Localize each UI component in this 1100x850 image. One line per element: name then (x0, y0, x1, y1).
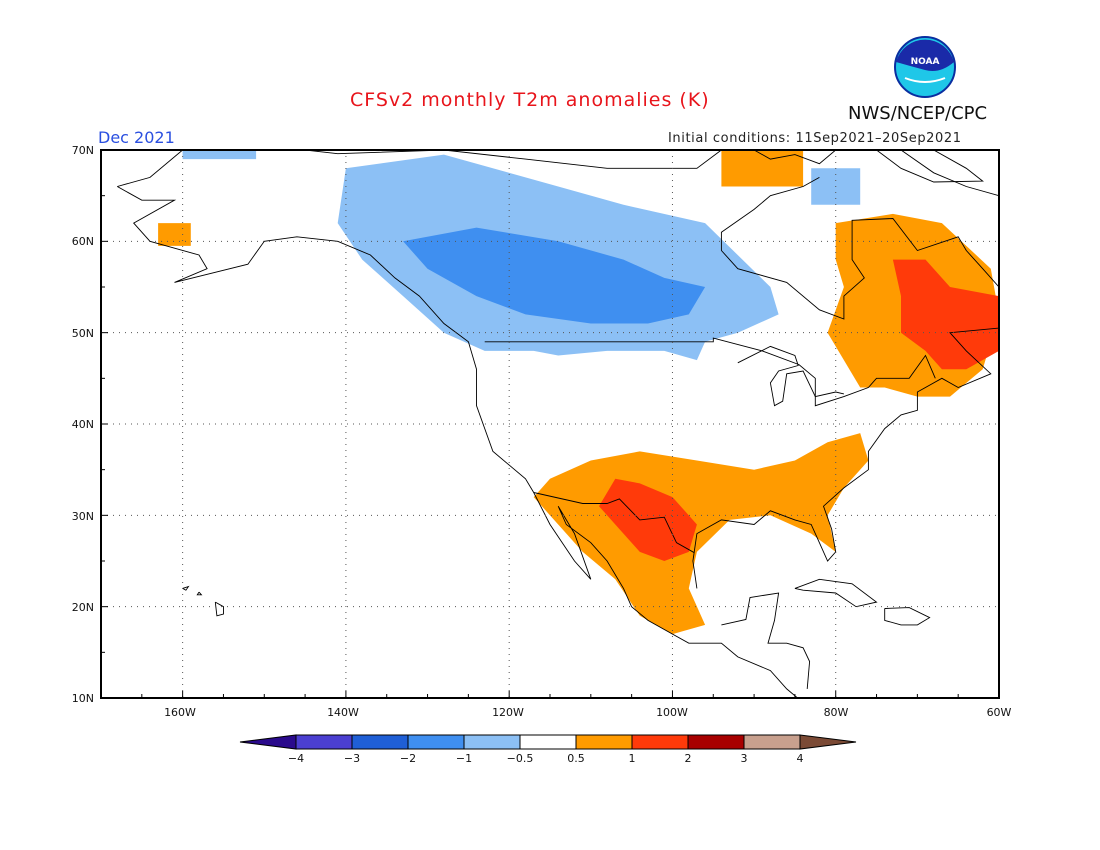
coastline-segment (692, 177, 999, 589)
coastline-segment (1007, 337, 1056, 360)
colorbar-label-3: −1 (455, 752, 473, 765)
anomaly-region-alaska-north-cold (182, 150, 257, 160)
anomaly-region-alaska-southwest-warm (158, 223, 191, 246)
lon-label-160w: 160W (164, 706, 196, 719)
lat-label-30n: 30N (71, 510, 94, 523)
coastline-segment (876, 150, 984, 183)
anomaly-region-quebec-labrador-warm-1to2 (892, 259, 999, 370)
graticule-layer (101, 150, 999, 698)
colorbar-label-7: 2 (684, 752, 692, 765)
coastline-layer (117, 150, 1056, 698)
colorbar-label-0: −4 (287, 752, 305, 765)
coastline-segment (753, 150, 836, 165)
coastline-segment (794, 578, 878, 608)
colorbar-label-6: 1 (628, 752, 636, 765)
lon-label-120w: 120W (492, 706, 524, 719)
axis-ticks (100, 149, 1000, 699)
coastline-segment (196, 591, 203, 596)
coastline-segment (214, 601, 224, 617)
colorbar-label-4: −0.5 (506, 752, 534, 765)
lon-label-60w: 60W (986, 706, 1012, 719)
lon-label-100w: 100W (656, 706, 688, 719)
coastline-segment (900, 150, 999, 197)
lat-label-10n: 10N (71, 692, 94, 705)
lat-label-60n: 60N (71, 235, 94, 248)
valid-month-label: Dec 2021 (98, 128, 175, 147)
lat-label-40n: 40N (71, 418, 94, 431)
lon-label-140w: 140W (327, 706, 359, 719)
colorbar-label-1: −3 (343, 752, 361, 765)
coastline-segment (117, 186, 799, 698)
coastline-segment (484, 337, 936, 407)
coastline-segment (533, 492, 695, 554)
lon-label-80w: 80W (823, 706, 849, 719)
anomaly-region-nunavut-warm (721, 150, 804, 187)
coastline-segment (117, 150, 722, 187)
colorbar-label-5: 0.5 (567, 752, 585, 765)
lat-label-50n: 50N (71, 327, 94, 340)
anomaly-region-us-southern-warm (533, 433, 869, 635)
coastline-segment (884, 607, 931, 626)
coastline-segment (737, 345, 845, 407)
coastline-segment (182, 585, 190, 591)
colorbar-label-8: 3 (740, 752, 748, 765)
anomaly-region-layer (158, 150, 999, 635)
lat-label-20n: 20N (71, 601, 94, 614)
coastline-segment (721, 592, 811, 689)
lat-label-70n: 70N (71, 144, 94, 157)
colorbar-label-9: 4 (796, 752, 804, 765)
agency-label: NWS/NCEP/CPC (848, 103, 988, 124)
initial-conditions-label: Initial conditions: 11Sep2021–20Sep2021 (668, 131, 962, 146)
anomaly-region-canada-west-cold-1to2 (403, 227, 706, 324)
map-title: CFSv2 monthly T2m anomalies (K) (350, 89, 710, 111)
colorbar-label-2: −2 (399, 752, 417, 765)
